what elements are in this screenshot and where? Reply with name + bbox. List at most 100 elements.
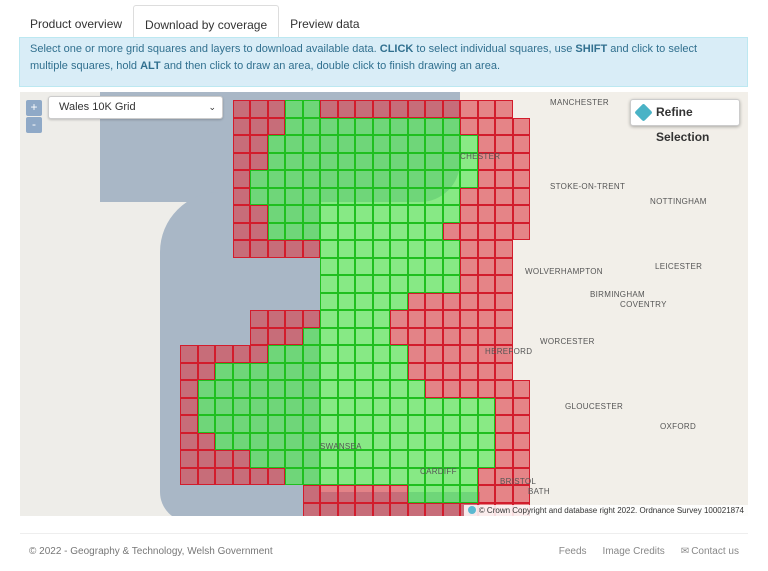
grid-square-selected[interactable] xyxy=(460,467,478,485)
grid-square-selected[interactable] xyxy=(425,222,443,240)
grid-square-selected[interactable] xyxy=(460,415,478,433)
grid-square[interactable] xyxy=(495,117,513,135)
grid-square[interactable] xyxy=(232,205,250,223)
grid-square[interactable] xyxy=(442,222,460,240)
grid-square[interactable] xyxy=(460,187,478,205)
grid-square[interactable] xyxy=(512,187,530,205)
grid-square[interactable] xyxy=(407,362,425,380)
grid-square-selected[interactable] xyxy=(442,117,460,135)
grid-square[interactable] xyxy=(477,275,495,293)
grid-square-selected[interactable] xyxy=(390,222,408,240)
grid-square-selected[interactable] xyxy=(390,345,408,363)
grid-square-selected[interactable] xyxy=(320,187,338,205)
grid-square-selected[interactable] xyxy=(267,362,285,380)
grid-square-selected[interactable] xyxy=(285,187,303,205)
grid-square-selected[interactable] xyxy=(390,432,408,450)
grid-square[interactable] xyxy=(495,415,513,433)
grid-square-selected[interactable] xyxy=(337,117,355,135)
grid-square-selected[interactable] xyxy=(337,345,355,363)
grid-square-selected[interactable] xyxy=(372,205,390,223)
grid-square[interactable] xyxy=(477,135,495,153)
image-credits-link[interactable]: Image Credits xyxy=(602,546,665,557)
grid-square-selected[interactable] xyxy=(267,432,285,450)
grid-square-selected[interactable] xyxy=(425,240,443,258)
grid-square-selected[interactable] xyxy=(302,100,320,118)
grid-square[interactable] xyxy=(425,380,443,398)
grid-square-selected[interactable] xyxy=(372,222,390,240)
grid-square-selected[interactable] xyxy=(425,432,443,450)
grid-square-selected[interactable] xyxy=(407,170,425,188)
grid-square-selected[interactable] xyxy=(302,170,320,188)
grid-square[interactable] xyxy=(302,502,320,516)
grid-square[interactable] xyxy=(407,310,425,328)
grid-square-selected[interactable] xyxy=(442,152,460,170)
grid-square-selected[interactable] xyxy=(355,275,373,293)
grid-square[interactable] xyxy=(512,117,530,135)
grid-square[interactable] xyxy=(267,310,285,328)
grid-square-selected[interactable] xyxy=(425,170,443,188)
grid-square-selected[interactable] xyxy=(320,397,338,415)
grid-square-selected[interactable] xyxy=(442,187,460,205)
grid-square[interactable] xyxy=(302,485,320,503)
grid-square[interactable] xyxy=(320,485,338,503)
grid-square[interactable] xyxy=(285,310,303,328)
grid-square-selected[interactable] xyxy=(460,170,478,188)
grid-square-selected[interactable] xyxy=(232,362,250,380)
grid-square-selected[interactable] xyxy=(390,467,408,485)
grid-square[interactable] xyxy=(232,222,250,240)
grid-square-selected[interactable] xyxy=(390,240,408,258)
coverage-map[interactable]: MANCHESTER STOKE-ON-TRENT NOTTINGHAM LEICES… xyxy=(20,92,748,516)
grid-square-selected[interactable] xyxy=(320,327,338,345)
grid-square[interactable] xyxy=(512,432,530,450)
grid-square-selected[interactable] xyxy=(355,327,373,345)
grid-square[interactable] xyxy=(495,485,513,503)
grid-square[interactable] xyxy=(302,310,320,328)
grid-square[interactable] xyxy=(477,100,495,118)
grid-square-selected[interactable] xyxy=(320,257,338,275)
grid-square[interactable] xyxy=(495,257,513,275)
grid-square-selected[interactable] xyxy=(372,117,390,135)
grid-square-selected[interactable] xyxy=(390,170,408,188)
grid-square-selected[interactable] xyxy=(390,292,408,310)
grid-square-selected[interactable] xyxy=(302,327,320,345)
grid-square[interactable] xyxy=(302,240,320,258)
grid-square[interactable] xyxy=(512,222,530,240)
grid-square-selected[interactable] xyxy=(372,345,390,363)
grid-square[interactable] xyxy=(495,292,513,310)
grid-square[interactable] xyxy=(337,100,355,118)
grid-square[interactable] xyxy=(250,205,268,223)
grid-square[interactable] xyxy=(232,187,250,205)
grid-square-selected[interactable] xyxy=(337,170,355,188)
grid-square[interactable] xyxy=(477,117,495,135)
grid-square-selected[interactable] xyxy=(355,415,373,433)
grid-square-selected[interactable] xyxy=(425,152,443,170)
grid-square-selected[interactable] xyxy=(372,275,390,293)
grid-square-selected[interactable] xyxy=(442,415,460,433)
grid-square[interactable] xyxy=(390,310,408,328)
grid-square[interactable] xyxy=(197,432,215,450)
grid-square-selected[interactable] xyxy=(442,450,460,468)
grid-square[interactable] xyxy=(477,205,495,223)
grid-square[interactable] xyxy=(512,152,530,170)
grid-square-selected[interactable] xyxy=(390,275,408,293)
grid-square-selected[interactable] xyxy=(390,415,408,433)
grid-square-selected[interactable] xyxy=(320,205,338,223)
grid-square-selected[interactable] xyxy=(372,362,390,380)
grid-square[interactable] xyxy=(495,345,513,363)
grid-square-selected[interactable] xyxy=(285,450,303,468)
grid-square-selected[interactable] xyxy=(390,397,408,415)
grid-square-selected[interactable] xyxy=(302,187,320,205)
grid-square[interactable] xyxy=(285,240,303,258)
grid-square[interactable] xyxy=(512,467,530,485)
grid-square[interactable] xyxy=(477,310,495,328)
grid-square-selected[interactable] xyxy=(442,397,460,415)
grid-square[interactable] xyxy=(495,380,513,398)
grid-square-selected[interactable] xyxy=(320,380,338,398)
grid-square-selected[interactable] xyxy=(250,397,268,415)
grid-square-selected[interactable] xyxy=(355,117,373,135)
grid-square-selected[interactable] xyxy=(302,467,320,485)
grid-square[interactable] xyxy=(442,362,460,380)
grid-square-selected[interactable] xyxy=(425,467,443,485)
grid-square-selected[interactable] xyxy=(232,415,250,433)
grid-square[interactable] xyxy=(495,362,513,380)
